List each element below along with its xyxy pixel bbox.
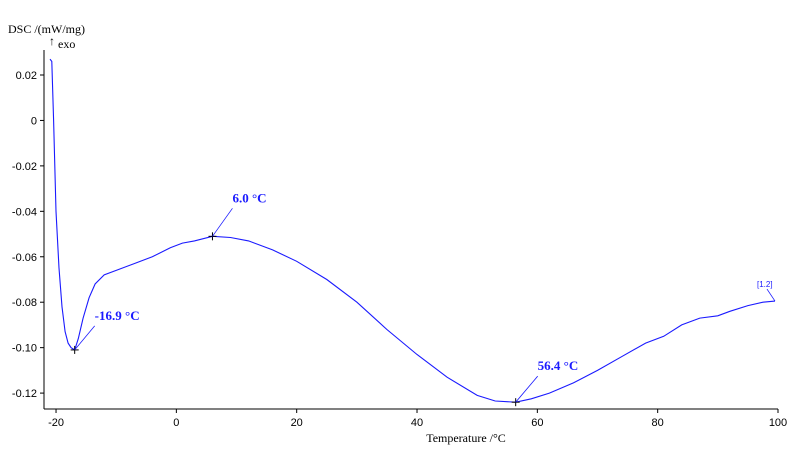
x-tick-label: 40 bbox=[411, 417, 423, 429]
peak-label: 6.0 °C bbox=[232, 190, 266, 205]
x-axis-title: Temperature /°C bbox=[426, 431, 506, 445]
y-tick-label: -0.08 bbox=[12, 297, 37, 309]
peak-leader-line bbox=[515, 375, 538, 403]
curve-label-leader bbox=[766, 288, 776, 302]
x-tick-label: -20 bbox=[48, 417, 64, 429]
x-tick-label: 100 bbox=[769, 417, 787, 429]
dsc-curve-group: [1.2] bbox=[49, 58, 776, 403]
y-tick-label: -0.12 bbox=[12, 388, 37, 400]
y-axis-title: DSC /(mW/mg) bbox=[8, 22, 85, 36]
curve-label: [1.2] bbox=[757, 280, 773, 289]
peak-label: -16.9 °C bbox=[95, 308, 140, 323]
x-tick-label: 60 bbox=[531, 417, 543, 429]
dsc-curve bbox=[49, 58, 776, 403]
y-tick-label: -0.10 bbox=[12, 343, 37, 355]
y-tick-label: 0.02 bbox=[16, 70, 37, 82]
axes bbox=[43, 50, 778, 410]
peak-label: 56.4 °C bbox=[538, 358, 579, 373]
y-tick-label: -0.02 bbox=[12, 161, 37, 173]
y-tick-label: -0.06 bbox=[12, 252, 37, 264]
peak-leader-line bbox=[212, 208, 233, 237]
tick-marks: 0.02 0 -0.02 -0.04 -0.06 -0.08 -0.10 -0.12 -20 0 2… bbox=[12, 70, 787, 429]
y-tick-label: 0 bbox=[31, 115, 37, 127]
x-tick-label: 0 bbox=[173, 417, 179, 429]
peak-annotations: -16.9 °C 6.0 °C 56.4 °C bbox=[70, 190, 579, 407]
x-tick-label: 80 bbox=[652, 417, 664, 429]
y-tick-label: -0.04 bbox=[12, 206, 37, 218]
y-axis-subtitle: exo bbox=[58, 37, 75, 51]
peak-leader-line bbox=[74, 325, 95, 351]
exo-arrow-icon: ↑ bbox=[49, 34, 55, 48]
x-tick-label: 20 bbox=[291, 417, 303, 429]
